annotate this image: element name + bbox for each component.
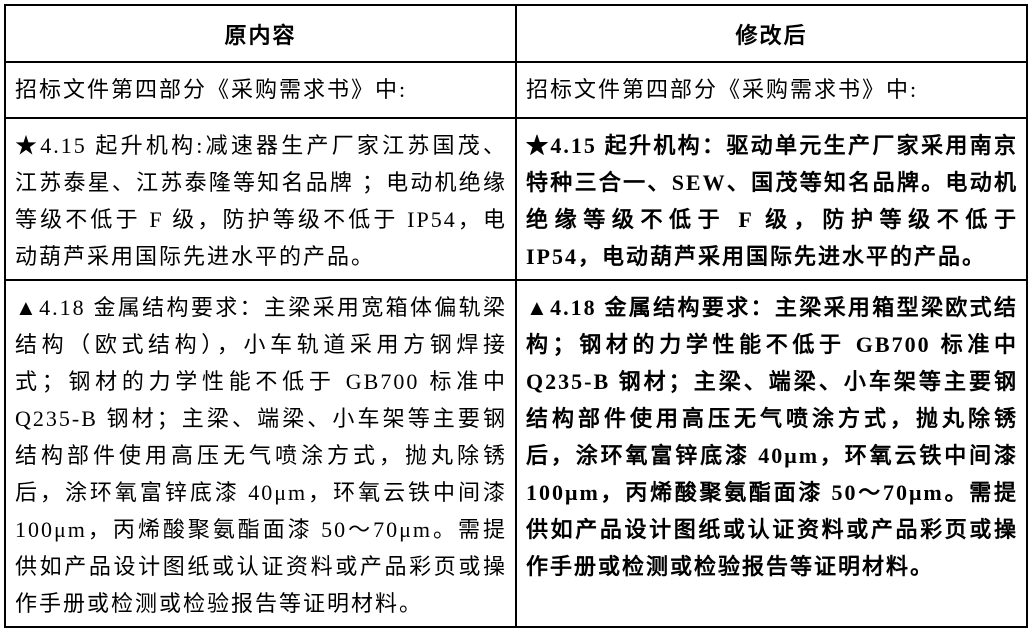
cell-clause-4-18-revised: ▲4.18 金属结构要求：主梁采用箱型梁欧式结构；钢材的力学性能不低于 GB70… bbox=[515, 279, 1028, 628]
column-header-revised: 修改后 bbox=[515, 4, 1028, 63]
table-row-intro: 招标文件第四部分《采购需求书》中: 招标文件第四部分《采购需求书》中: bbox=[4, 61, 1028, 119]
cell-intro-original: 招标文件第四部分《采购需求书》中: bbox=[4, 61, 517, 119]
header-row: 原内容 修改后 bbox=[4, 4, 1028, 63]
column-header-original: 原内容 bbox=[4, 4, 517, 63]
cell-clause-4-18-original: ▲4.18 金属结构要求：主梁采用宽箱体偏轨梁结构（欧式结构），小车轨道采用方钢… bbox=[4, 279, 517, 628]
revision-comparison-table: 原内容 修改后 招标文件第四部分《采购需求书》中: 招标文件第四部分《采购需求书… bbox=[4, 4, 1028, 628]
cell-clause-4-15-revised: ★4.15 起升机构：驱动单元生产厂家采用南京特种三合一、SEW、国茂等知名品牌… bbox=[515, 117, 1028, 281]
document-page: 原内容 修改后 招标文件第四部分《采购需求书》中: 招标文件第四部分《采购需求书… bbox=[4, 4, 1028, 628]
cell-intro-revised: 招标文件第四部分《采购需求书》中: bbox=[515, 61, 1028, 119]
table-row-clause-4-15: ★4.15 起升机构:减速器生产厂家江苏国茂、江苏泰星、江苏泰隆等知名品牌 ；电… bbox=[4, 117, 1028, 281]
table-row-clause-4-18: ▲4.18 金属结构要求：主梁采用宽箱体偏轨梁结构（欧式结构），小车轨道采用方钢… bbox=[4, 279, 1028, 628]
cell-clause-4-15-original: ★4.15 起升机构:减速器生产厂家江苏国茂、江苏泰星、江苏泰隆等知名品牌 ；电… bbox=[4, 117, 517, 281]
